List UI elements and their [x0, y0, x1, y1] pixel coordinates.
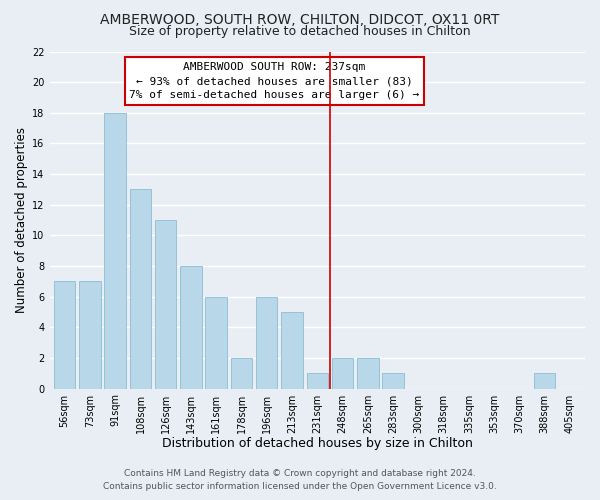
Text: AMBERWOOD SOUTH ROW: 237sqm
← 93% of detached houses are smaller (83)
7% of semi: AMBERWOOD SOUTH ROW: 237sqm ← 93% of det… — [130, 62, 419, 100]
Bar — [307, 374, 328, 388]
Bar — [79, 282, 101, 389]
Bar — [130, 190, 151, 388]
X-axis label: Distribution of detached houses by size in Chilton: Distribution of detached houses by size … — [162, 437, 473, 450]
Text: Size of property relative to detached houses in Chilton: Size of property relative to detached ho… — [129, 25, 471, 38]
Bar — [382, 374, 404, 388]
Bar — [54, 282, 76, 389]
Bar — [357, 358, 379, 388]
Bar — [231, 358, 252, 388]
Text: Contains HM Land Registry data © Crown copyright and database right 2024.
Contai: Contains HM Land Registry data © Crown c… — [103, 470, 497, 491]
Bar — [256, 296, 277, 388]
Bar — [281, 312, 303, 388]
Bar — [104, 113, 126, 388]
Text: AMBERWOOD, SOUTH ROW, CHILTON, DIDCOT, OX11 0RT: AMBERWOOD, SOUTH ROW, CHILTON, DIDCOT, O… — [100, 12, 500, 26]
Bar — [534, 374, 556, 388]
Y-axis label: Number of detached properties: Number of detached properties — [15, 127, 28, 313]
Bar — [205, 296, 227, 388]
Bar — [332, 358, 353, 388]
Bar — [180, 266, 202, 388]
Bar — [155, 220, 176, 388]
